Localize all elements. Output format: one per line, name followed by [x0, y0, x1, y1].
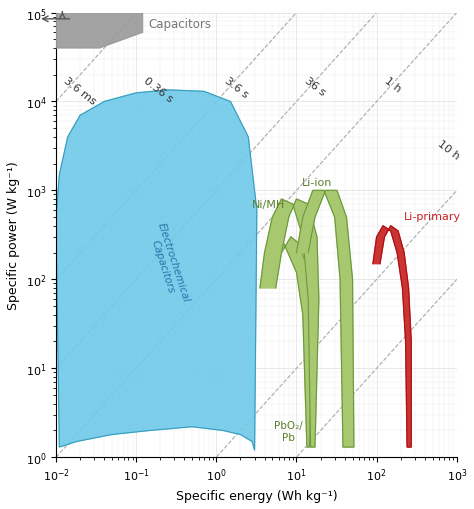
Polygon shape: [264, 200, 319, 447]
Y-axis label: Specific power (W kg⁻¹): Specific power (W kg⁻¹): [7, 161, 20, 309]
Text: 36 s: 36 s: [302, 76, 327, 98]
Text: Ni/MH: Ni/MH: [252, 200, 285, 210]
Text: Electrochemical
Capacitors: Electrochemical Capacitors: [145, 221, 191, 307]
Text: 3.6 ms: 3.6 ms: [62, 76, 98, 107]
Polygon shape: [56, 91, 257, 450]
Text: Li-ion: Li-ion: [302, 177, 332, 187]
Text: Capacitors: Capacitors: [148, 18, 211, 31]
Text: 1 h: 1 h: [383, 76, 403, 94]
Text: 3.6 s: 3.6 s: [222, 76, 250, 100]
Polygon shape: [260, 237, 310, 447]
Text: 10 h: 10 h: [436, 139, 462, 162]
Text: Li-primary: Li-primary: [404, 212, 461, 222]
Polygon shape: [373, 227, 411, 447]
Polygon shape: [56, 14, 143, 49]
Text: PbO₂/
Pb: PbO₂/ Pb: [274, 420, 303, 442]
Text: 0.36 s: 0.36 s: [142, 76, 175, 104]
Polygon shape: [297, 191, 354, 447]
X-axis label: Specific energy (Wh kg⁻¹): Specific energy (Wh kg⁻¹): [175, 489, 337, 502]
